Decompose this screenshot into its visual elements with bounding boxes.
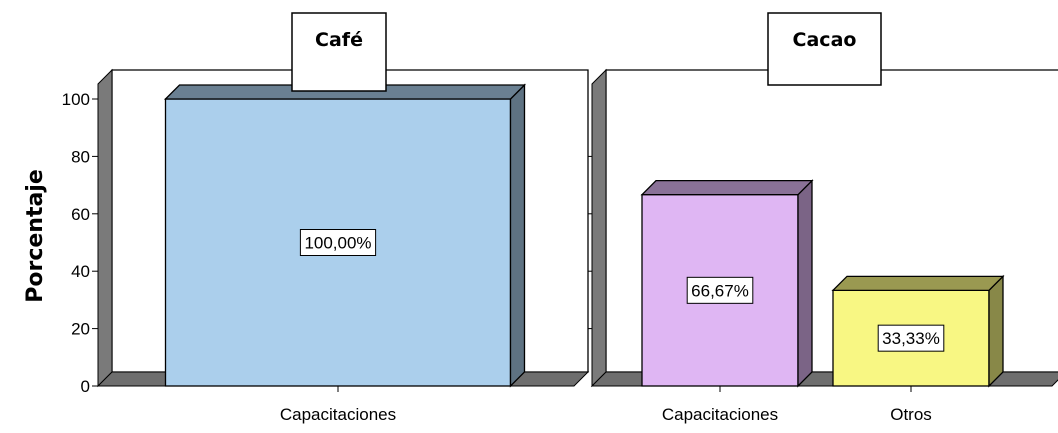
chart-title: Cacao [793, 29, 857, 51]
y-tick-label-60: 60 [71, 205, 90, 224]
bar-side [509, 83, 526, 388]
bar-side [797, 179, 813, 388]
x-tick-label: Otros [890, 405, 932, 424]
y-tick-label-40: 40 [71, 262, 90, 281]
data-label-box [686, 276, 754, 304]
x-tick-label: Capacitaciones [280, 405, 396, 424]
chart-title: Café [315, 29, 363, 51]
bar-side [988, 274, 1004, 388]
bar-1: 100,00% [163, 83, 527, 388]
y-tick-label-80: 80 [71, 147, 90, 166]
bar-top [640, 180, 814, 196]
chart-panel-2: 66,67% Capacitaciones 33,33% Otros Cacao [588, 12, 1058, 424]
bar-2: 33,33% [831, 274, 1005, 388]
chart-title-box [291, 12, 387, 92]
chart-panel-1: 0 20 40 60 80 100 Porcentaje 100,00% Capacitacio… [23, 12, 590, 424]
y-tick-label-0: 0 [81, 377, 90, 396]
data-label-box [877, 324, 945, 352]
y-tick-label-20: 20 [71, 320, 90, 339]
bar-top [831, 275, 1005, 291]
y-axis-label: Porcentaje [23, 169, 48, 303]
y-tick-label-100: 100 [62, 90, 90, 109]
data-label: 66,67% [691, 281, 749, 300]
bar-1: 66,67% [640, 179, 814, 388]
bar-top [163, 84, 527, 100]
data-label: 33,33% [882, 329, 940, 348]
chart-title-box [767, 12, 882, 86]
side-wall [97, 68, 113, 388]
data-label-box [299, 229, 377, 256]
data-label: 100,00% [304, 234, 371, 253]
side-wall [591, 68, 607, 388]
x-tick-label: Capacitaciones [662, 405, 778, 424]
